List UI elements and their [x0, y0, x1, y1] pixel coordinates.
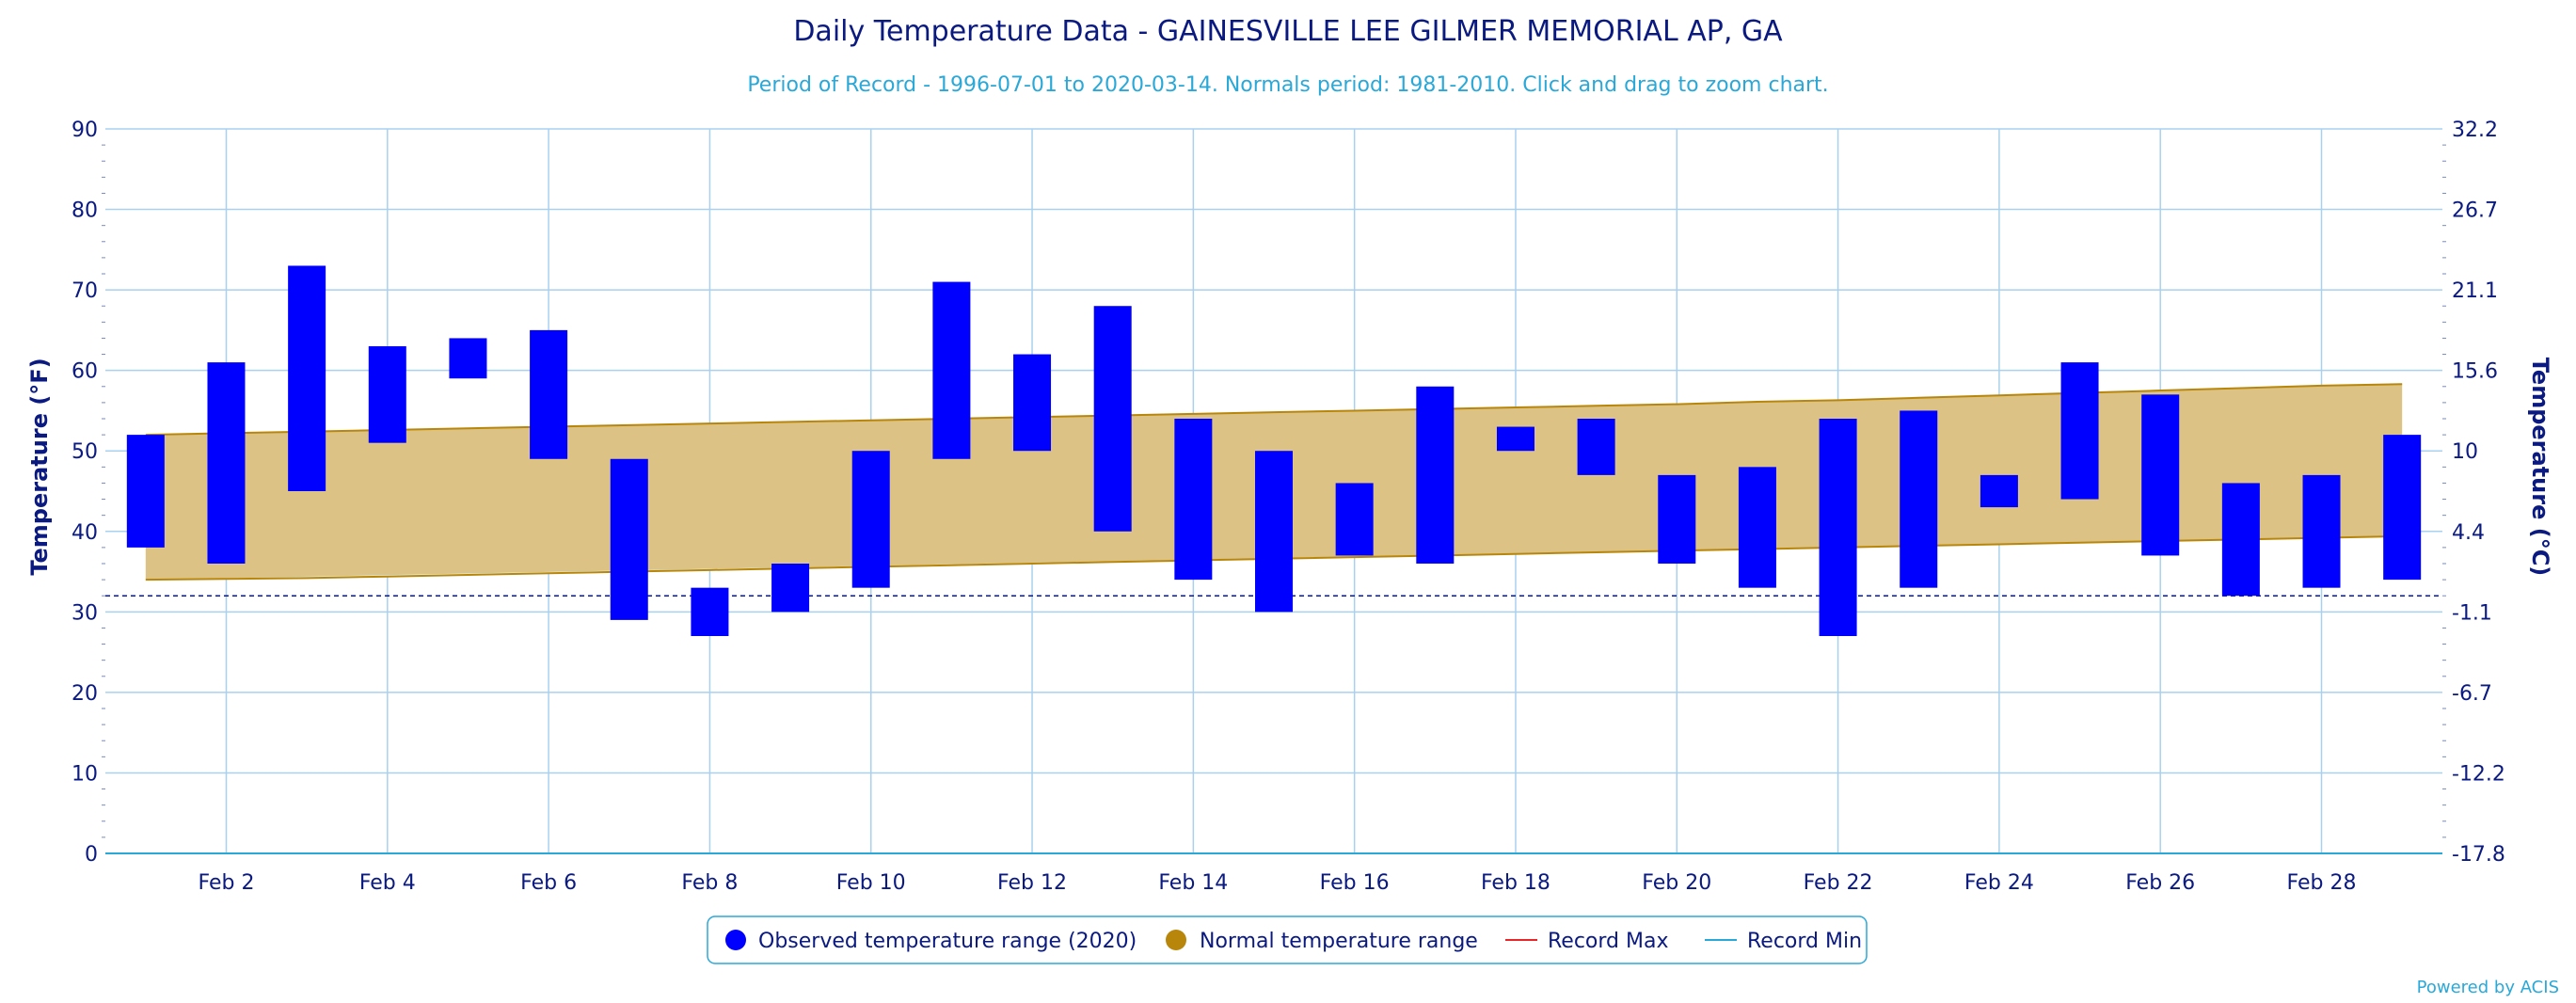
observed-bar[interactable]	[1174, 419, 1213, 581]
y-tick-label-right: 32.2	[2452, 119, 2498, 142]
x-tick-label: Feb 26	[2125, 871, 2195, 895]
y-tick-label-right: 26.7	[2452, 199, 2498, 223]
observed-bar[interactable]	[2221, 483, 2260, 597]
x-tick-label: Feb 22	[1804, 871, 1873, 895]
observed-bar[interactable]	[691, 587, 729, 636]
x-tick-label: Feb 18	[1481, 871, 1550, 895]
x-tick-label: Feb 16	[1320, 871, 1390, 895]
legend-box	[707, 915, 1868, 964]
y-tick-label-right: -1.1	[2452, 601, 2492, 625]
observed-bar[interactable]	[1416, 386, 1455, 564]
observed-bar[interactable]	[610, 458, 648, 620]
x-tick-label: Feb 24	[1964, 871, 2034, 895]
y-axis-title-left: Temperature (°F)	[26, 358, 53, 575]
observed-bar[interactable]	[771, 564, 810, 613]
observed-bar[interactable]	[126, 435, 165, 548]
x-tick-label: Feb 10	[836, 871, 906, 895]
x-tick-label: Feb 14	[1158, 871, 1228, 895]
observed-bar[interactable]	[449, 338, 487, 379]
observed-bar[interactable]	[1496, 426, 1534, 452]
observed-bar[interactable]	[1658, 474, 1696, 564]
y-tick-label-right: -6.7	[2452, 682, 2492, 706]
y-tick-label-left: 90	[72, 119, 98, 142]
legend-normal-marker	[1166, 930, 1186, 950]
x-tick-label: Feb 4	[359, 871, 416, 895]
x-tick-label: Feb 2	[199, 871, 255, 895]
observed-bar[interactable]	[851, 451, 890, 588]
x-tick-label: Feb 20	[1642, 871, 1711, 895]
y-tick-label-left: 50	[72, 440, 98, 464]
legend-normal-label: Normal temperature range	[1200, 930, 1478, 953]
observed-bar[interactable]	[368, 346, 406, 443]
y-tick-label-right: 15.6	[2452, 360, 2498, 384]
y-tick-label-left: 70	[72, 279, 98, 303]
observed-bar[interactable]	[1738, 467, 1776, 588]
y-tick-label-right: 21.1	[2452, 279, 2498, 303]
y-tick-label-right: -17.8	[2452, 843, 2505, 867]
plot-area[interactable]: 0 -17.8 10 -12.2 20 -6.7 30 -1.1 40 4.4 50 10 60 15.6…	[72, 119, 2505, 895]
legend-item-normal[interactable]: Normal temperature range	[1166, 930, 1478, 953]
x-tick-label: Feb 6	[520, 871, 577, 895]
y-tick-label-right: 10	[2452, 440, 2478, 464]
observed-bar[interactable]	[1900, 410, 1938, 588]
observed-bar[interactable]	[1980, 474, 2018, 508]
chart-title: Daily Temperature Data - GAINESVILLE LEE…	[793, 15, 1783, 48]
observed-bar[interactable]	[288, 265, 326, 491]
legend-item-record-min[interactable]: Record Min	[1705, 930, 1862, 953]
observed-bar[interactable]	[1013, 354, 1052, 452]
y-tick-label-left: 20	[72, 682, 98, 706]
y-tick-label-left: 30	[72, 601, 98, 625]
legend-observed-label: Observed temperature range (2020)	[758, 930, 1137, 953]
y-tick-label-left: 10	[72, 762, 98, 786]
legend-item-record-max[interactable]: Record Max	[1505, 930, 1669, 953]
observed-bar[interactable]	[2060, 362, 2099, 500]
observed-bar[interactable]	[1819, 419, 1857, 636]
legend-record-min-label: Record Min	[1747, 930, 1862, 953]
observed-bar[interactable]	[2383, 435, 2422, 581]
x-tick-label: Feb 28	[2287, 871, 2357, 895]
observed-bar[interactable]	[1577, 419, 1615, 475]
observed-bar[interactable]	[1093, 306, 1132, 532]
legend-observed-marker	[725, 930, 746, 950]
y-axis-title-right: Temperature (°C)	[2527, 358, 2553, 577]
chart-subtitle: Period of Record - 1996-07-01 to 2020-03…	[747, 73, 1828, 97]
legend-item-observed[interactable]: Observed temperature range (2020)	[725, 930, 1137, 953]
legend-record-max-label: Record Max	[1548, 930, 1669, 953]
legend[interactable]: Observed temperature range (2020) Normal…	[707, 915, 1868, 964]
y-tick-label-right: 4.4	[2452, 521, 2485, 545]
x-tick-label: Feb 12	[997, 871, 1067, 895]
observed-bar[interactable]	[2302, 474, 2341, 588]
normal-high-line	[145, 383, 2403, 437]
observed-bar[interactable]	[1255, 451, 1293, 613]
observed-bar[interactable]	[207, 362, 246, 564]
y-tick-label-right: -12.2	[2452, 762, 2505, 786]
y-tick-label-left: 40	[72, 521, 98, 545]
observed-bar[interactable]	[2141, 394, 2180, 556]
y-tick-label-left: 0	[85, 843, 98, 867]
observed-bar[interactable]	[1335, 483, 1374, 556]
y-tick-label-left: 60	[72, 360, 98, 384]
observed-bar[interactable]	[530, 329, 568, 459]
y-tick-label-left: 80	[72, 199, 98, 223]
credit-text[interactable]: Powered by ACIS	[2417, 978, 2559, 997]
x-tick-label: Feb 8	[681, 871, 738, 895]
observed-bar[interactable]	[932, 281, 971, 459]
